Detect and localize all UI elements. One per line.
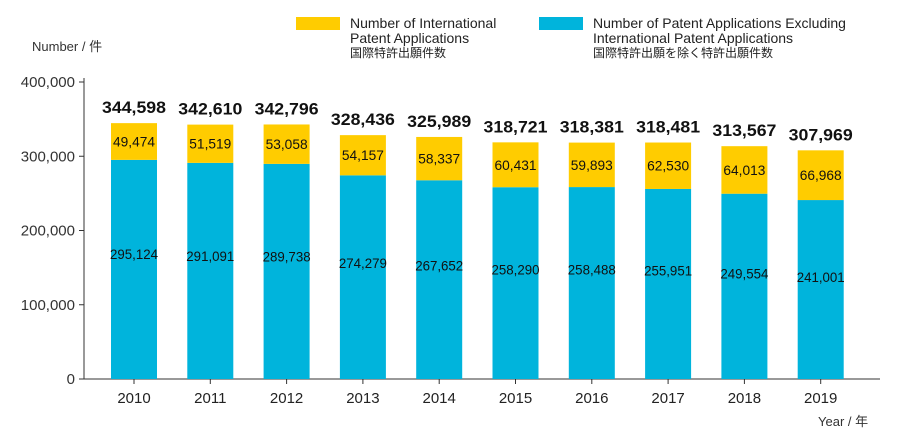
- bar-segment-excluding: [645, 188, 692, 379]
- bar-segment-excluding: [416, 180, 463, 379]
- data-label-total: 325,989: [407, 112, 471, 131]
- data-label-excluding: 267,652: [415, 258, 463, 274]
- data-label-international: 54,157: [342, 147, 384, 163]
- legend-swatch-international: [296, 17, 340, 30]
- x-tick-label: 2013: [346, 390, 379, 407]
- data-label-excluding: 255,951: [644, 263, 692, 279]
- bar-segment-international: [492, 142, 539, 188]
- x-tick-label: 2014: [423, 390, 456, 407]
- bar-segment-international: [111, 123, 157, 160]
- data-label-excluding: 258,488: [568, 262, 616, 278]
- y-tick-label: 200,000: [21, 223, 75, 240]
- legend-label-international-line1: Number of International: [350, 15, 497, 31]
- bar-segment-excluding: [339, 175, 386, 379]
- bar-segment-international: [187, 124, 234, 163]
- y-axis-unit-label: Number / 件: [32, 39, 103, 54]
- data-label-total: 307,969: [789, 125, 853, 144]
- x-tick-label: 2019: [804, 390, 837, 407]
- bar-segment-international: [263, 124, 310, 164]
- x-tick-label: 2017: [651, 390, 684, 407]
- data-label-total: 318,381: [560, 118, 624, 137]
- data-label-total: 344,598: [102, 98, 166, 117]
- data-label-excluding: 295,124: [110, 246, 158, 262]
- bar-segment-international: [416, 136, 463, 181]
- data-label-international: 60,431: [495, 157, 537, 173]
- bar-segment-excluding: [187, 162, 234, 379]
- bar-segment-excluding: [797, 200, 844, 379]
- legend-swatch-excluding: [539, 17, 583, 30]
- data-label-total: 342,796: [255, 99, 319, 118]
- legend-label-international-line2: Patent Applications: [350, 30, 470, 46]
- bar-segment-international: [721, 146, 768, 194]
- data-label-total: 328,436: [331, 110, 395, 129]
- bar-segment-international: [568, 142, 615, 188]
- data-label-total: 342,610: [178, 100, 242, 119]
- data-label-international: 66,968: [800, 167, 842, 183]
- data-label-excluding: 241,001: [797, 269, 845, 285]
- data-label-excluding: 291,091: [186, 248, 234, 264]
- y-tick-label: 100,000: [21, 297, 75, 314]
- y-tick-label: 400,000: [21, 74, 75, 91]
- data-label-total: 318,721: [484, 117, 548, 136]
- data-label-excluding: 258,290: [492, 262, 540, 278]
- x-tick-label: 2011: [194, 390, 226, 407]
- data-label-international: 62,530: [647, 158, 689, 174]
- bar-segment-excluding: [721, 193, 768, 379]
- data-label-excluding: 289,738: [263, 248, 311, 264]
- x-tick-label: 2012: [270, 390, 303, 407]
- y-tick-label: 300,000: [21, 148, 75, 165]
- data-label-excluding: 249,554: [720, 265, 768, 281]
- data-label-excluding: 274,279: [339, 255, 387, 271]
- data-label-international: 49,474: [113, 134, 155, 150]
- x-tick-label: 2015: [499, 390, 532, 407]
- bar-segment-international: [339, 135, 386, 176]
- data-label-international: 59,893: [571, 157, 613, 173]
- data-label-international: 51,519: [189, 136, 231, 152]
- bar-segment-international: [645, 142, 692, 189]
- x-tick-label: 2018: [728, 390, 761, 407]
- y-tick-label: 0: [67, 371, 75, 388]
- legend-label-excluding-line2: International Patent Applications: [593, 30, 794, 46]
- legend-label-excluding-ja: 国際特許出願を除く特許出願件数: [593, 46, 774, 60]
- bar-segment-excluding: [492, 187, 539, 379]
- bar-segment-international: [797, 150, 844, 201]
- data-label-international: 53,058: [266, 136, 308, 152]
- x-axis-unit-label: Year / 年: [818, 414, 869, 429]
- x-tick-label: 2016: [575, 390, 608, 407]
- x-tick-label: 2010: [117, 390, 150, 407]
- bar-segment-excluding: [111, 159, 157, 379]
- legend-label-international-ja: 国際特許出願件数: [350, 46, 447, 60]
- bar-segment-excluding: [263, 163, 310, 379]
- data-label-international: 58,337: [418, 151, 460, 167]
- data-label-total: 313,567: [712, 121, 776, 140]
- data-label-international: 64,013: [723, 162, 765, 178]
- bar-segment-excluding: [568, 187, 615, 379]
- data-label-total: 318,481: [636, 118, 700, 137]
- legend-label-excluding-line1: Number of Patent Applications Excluding: [593, 15, 846, 31]
